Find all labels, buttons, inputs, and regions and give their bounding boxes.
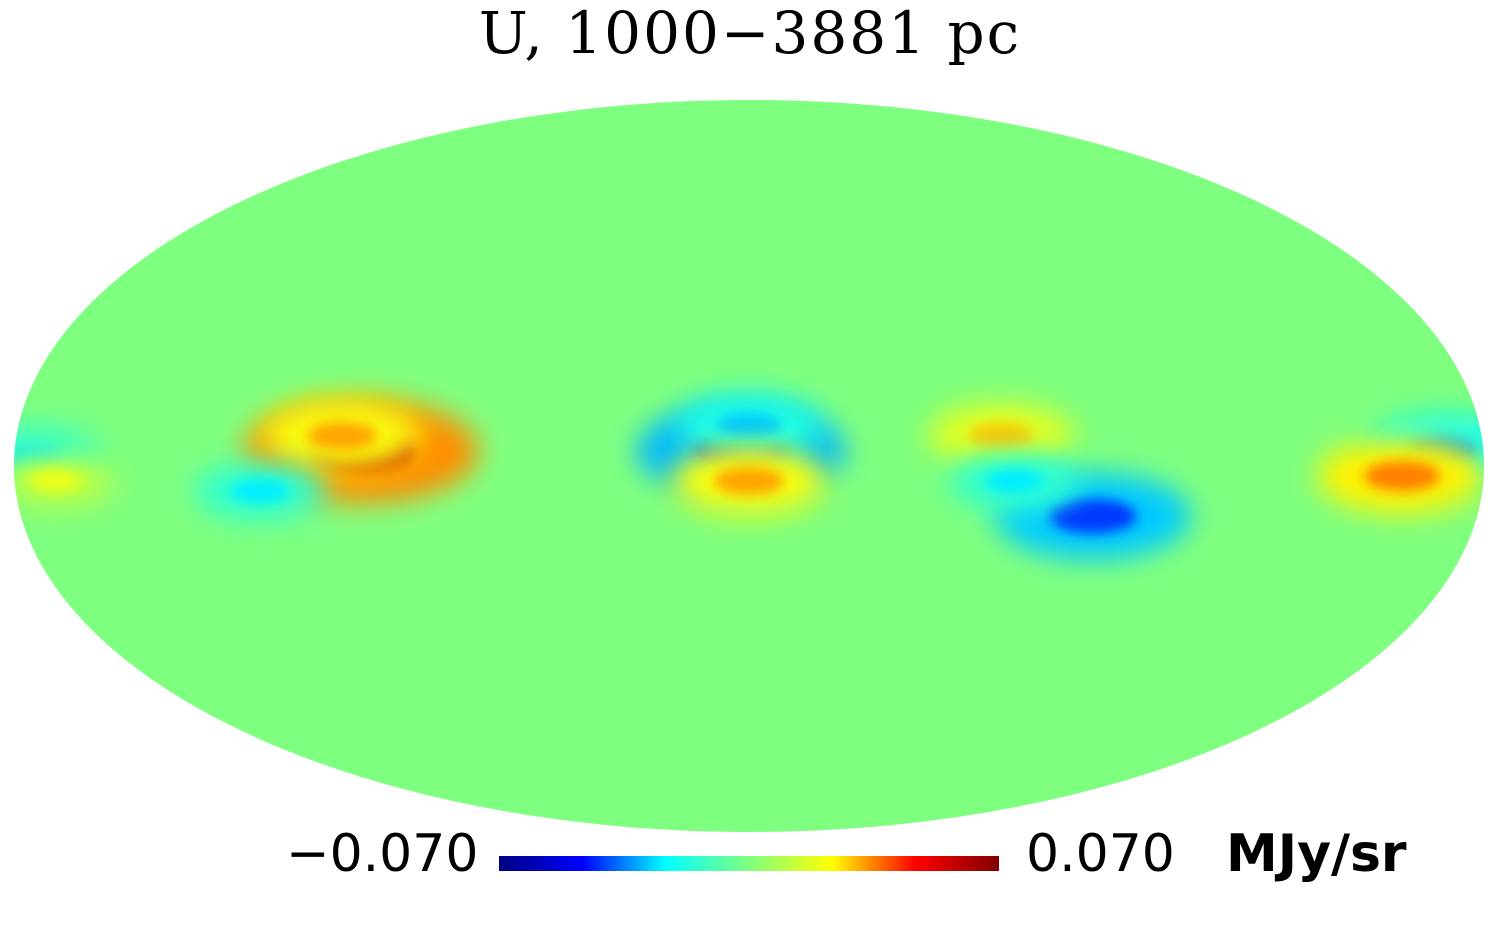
map-title: U, 1000−3881 pc	[478, 0, 1022, 67]
map-feature-7	[984, 469, 1044, 493]
colorbar	[499, 856, 999, 871]
map-feature-8	[230, 479, 290, 503]
map-feature-1	[306, 422, 378, 450]
map-feature-5	[713, 467, 785, 495]
map-feature-3	[716, 413, 782, 439]
map-feature-11	[1364, 461, 1441, 492]
map-feature-12	[28, 470, 82, 492]
map-feature-6	[1049, 498, 1137, 534]
map-feature-4	[969, 423, 1034, 449]
colorbar-min-label: −0.070	[286, 824, 479, 884]
colorbar-max-label: 0.070	[1026, 824, 1175, 884]
colorbar-unit-label: MJy/sr	[1226, 824, 1407, 884]
